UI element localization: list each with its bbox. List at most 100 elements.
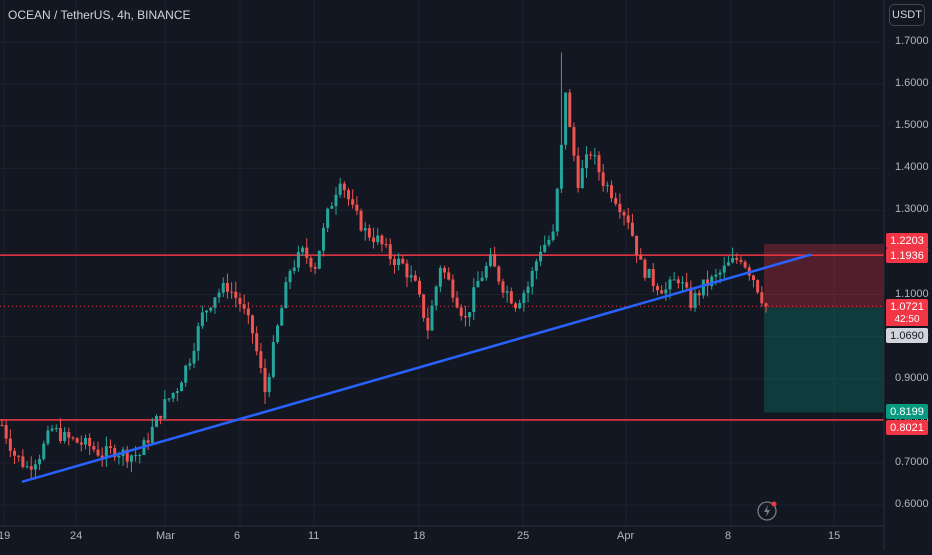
- candle-bull: [555, 188, 559, 232]
- candle-bear: [17, 455, 21, 457]
- candle-bear: [639, 255, 643, 260]
- replay-button[interactable]: [756, 500, 778, 522]
- candle-bull: [522, 293, 526, 304]
- candle-bull: [25, 466, 29, 468]
- candle-bear: [113, 448, 117, 458]
- time-tick-label: Mar: [156, 530, 175, 542]
- time-tick-label: 25: [517, 530, 530, 542]
- candle-bull: [301, 247, 305, 253]
- symbol-title[interactable]: OCEAN / TetherUS, 4h, BINANCE: [8, 8, 191, 22]
- candle-bear: [630, 222, 634, 236]
- candle-bear: [4, 425, 8, 439]
- candle-bull: [551, 231, 555, 240]
- candle-bear: [0, 425, 4, 427]
- candle-bull: [539, 251, 543, 262]
- candle-bear: [655, 285, 659, 291]
- trendline: [21, 253, 812, 484]
- candle-bull: [505, 291, 509, 293]
- candle-bear: [660, 290, 664, 294]
- candle-bull: [180, 382, 184, 392]
- candle-bull: [681, 282, 685, 284]
- candle-bear: [643, 259, 647, 278]
- resistance-price-tag: 1.1936: [886, 248, 928, 263]
- candle-bear: [309, 257, 313, 267]
- price-tick-label: 1.5000: [895, 119, 929, 132]
- candle-bear: [359, 210, 363, 231]
- candle-bull: [664, 289, 668, 294]
- candle-bull: [292, 267, 296, 271]
- candle-bear: [246, 308, 250, 316]
- price-tick-label: 1.6000: [895, 77, 929, 90]
- candle-bull: [726, 262, 730, 266]
- candle-bear: [21, 456, 25, 467]
- stop-zone: [764, 243, 884, 308]
- candle-bear: [685, 282, 689, 288]
- candle-bear: [380, 235, 384, 245]
- candle-bull: [547, 239, 551, 245]
- candle-bear: [697, 292, 701, 296]
- time-tick-label: 15: [828, 530, 841, 542]
- candle-bear: [735, 258, 739, 260]
- candle-bull: [476, 280, 480, 288]
- candle-bull: [267, 376, 271, 393]
- candle-bull: [38, 459, 42, 465]
- candle-bull: [647, 268, 651, 278]
- candle-bear: [384, 244, 388, 246]
- candle-bear: [388, 244, 392, 260]
- candle-bear: [342, 183, 346, 191]
- candle-bear: [250, 315, 254, 334]
- replay-icon: [757, 501, 777, 521]
- candle-bear: [67, 431, 71, 438]
- candle-bear: [405, 263, 409, 278]
- candle-bear: [242, 304, 246, 309]
- candle-bear: [447, 272, 451, 280]
- candle-bull: [175, 391, 179, 393]
- candle-bear: [58, 428, 62, 442]
- candle-bear: [426, 317, 430, 331]
- candle-bear: [13, 450, 17, 456]
- candle-bear: [497, 266, 501, 282]
- candle-bull: [534, 261, 538, 271]
- candle-bull: [434, 286, 438, 306]
- price-tick-label: 0.9000: [895, 371, 929, 384]
- candle-bear: [109, 446, 113, 449]
- candle-bear: [509, 291, 513, 304]
- candle-bull: [543, 244, 547, 252]
- candle-bull: [484, 265, 488, 278]
- stop-price-tag: 1.2203: [886, 233, 928, 248]
- candle-bear: [230, 291, 234, 293]
- candle-bear: [88, 437, 92, 447]
- candle-bear: [313, 266, 317, 269]
- candle-bear: [225, 282, 229, 292]
- entry-price-tag: 1.0690: [886, 328, 928, 343]
- time-tick-label: 19: [0, 530, 11, 542]
- candle-bear: [576, 155, 580, 189]
- candle-bull: [280, 308, 284, 326]
- target-price-tag: 0.8199: [886, 404, 928, 419]
- candle-bull: [438, 267, 442, 287]
- candle-bear: [601, 172, 605, 186]
- candle-bull: [518, 303, 522, 309]
- candle-bear: [79, 442, 83, 445]
- candle-bear: [739, 259, 743, 262]
- candle-bull: [117, 455, 121, 458]
- currency-button[interactable]: USDT: [889, 4, 925, 26]
- candle-bear: [422, 294, 426, 318]
- candle-bear: [760, 292, 764, 304]
- candle-bear: [347, 190, 351, 200]
- candle-bull: [488, 254, 492, 266]
- candle-bull: [668, 279, 672, 290]
- time-tick-label: 6: [234, 530, 241, 542]
- candle-bull: [693, 292, 697, 308]
- price-tick-label: 0.6000: [895, 498, 929, 510]
- candle-bear: [610, 185, 614, 199]
- candle-bear: [597, 155, 601, 173]
- bar-countdown: 42:50: [886, 313, 928, 326]
- candle-bull: [526, 286, 530, 294]
- candle-bull: [472, 287, 476, 313]
- candle-bull: [672, 279, 676, 281]
- candle-bull: [321, 227, 325, 251]
- candle-bear: [463, 316, 467, 318]
